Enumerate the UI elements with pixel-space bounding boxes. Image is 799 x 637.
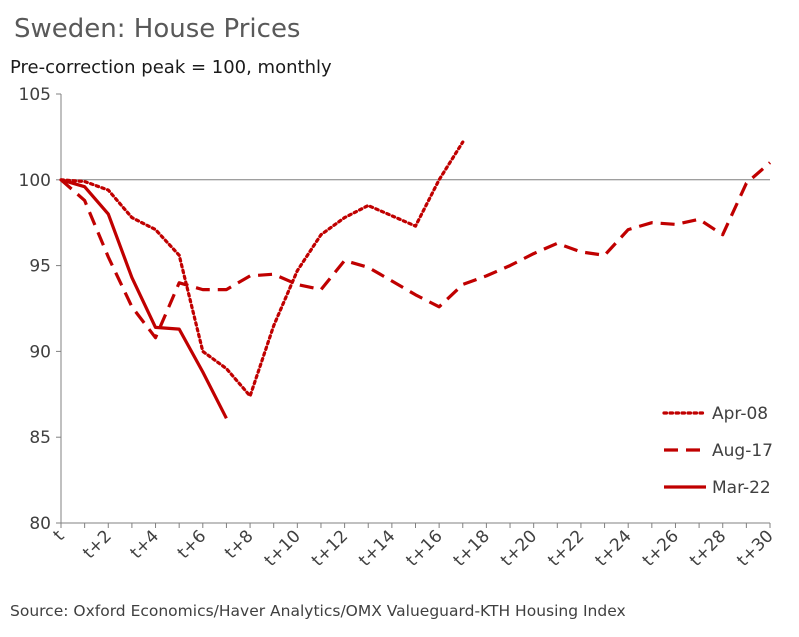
series-line-mar-22 xyxy=(60,178,228,420)
x-tick-label: t+30 xyxy=(733,526,777,570)
chart-title: Sweden: House Prices xyxy=(14,14,301,44)
legend-label-mar-22: Mar-22 xyxy=(712,478,771,498)
y-tick-label: 85 xyxy=(29,428,51,448)
y-tick-label: 100 xyxy=(19,171,51,191)
legend: Apr-08 Aug-17 Mar-22 xyxy=(662,404,773,498)
y-tick-label: 95 xyxy=(29,257,51,277)
x-tick-label: t+28 xyxy=(686,526,730,570)
x-tick-label: t+6 xyxy=(174,526,211,563)
source-note: Source: Oxford Economics/Haver Analytics… xyxy=(10,602,626,620)
legend-label-apr-08: Apr-08 xyxy=(712,404,768,424)
y-tick-label: 90 xyxy=(29,342,51,362)
x-tick-label: t+20 xyxy=(497,526,541,570)
x-tick-label: t+16 xyxy=(402,526,446,570)
series-group xyxy=(59,140,772,420)
x-tick-label: t+14 xyxy=(355,526,399,570)
x-tick-label: t+22 xyxy=(544,526,588,570)
series-line-aug-17 xyxy=(59,161,772,340)
x-tick-label: t+24 xyxy=(592,526,636,570)
x-tick-label: t+4 xyxy=(126,526,163,563)
legend-label-aug-17: Aug-17 xyxy=(712,441,773,461)
x-tick-label: t xyxy=(50,526,69,545)
y-tick-label: 105 xyxy=(19,85,51,105)
series-line-apr-08 xyxy=(59,140,465,398)
x-tick-label: t+12 xyxy=(308,526,352,570)
y-tick-label: 80 xyxy=(29,514,51,534)
x-tick-label: t+8 xyxy=(221,526,258,563)
x-tick-label: t+18 xyxy=(450,526,494,570)
x-tick-label: t+2 xyxy=(79,526,116,563)
x-tick-label: t+10 xyxy=(261,526,305,570)
chart-subtitle: Pre-correction peak = 100, monthly xyxy=(10,57,332,78)
x-tick-label: t+26 xyxy=(639,526,683,570)
